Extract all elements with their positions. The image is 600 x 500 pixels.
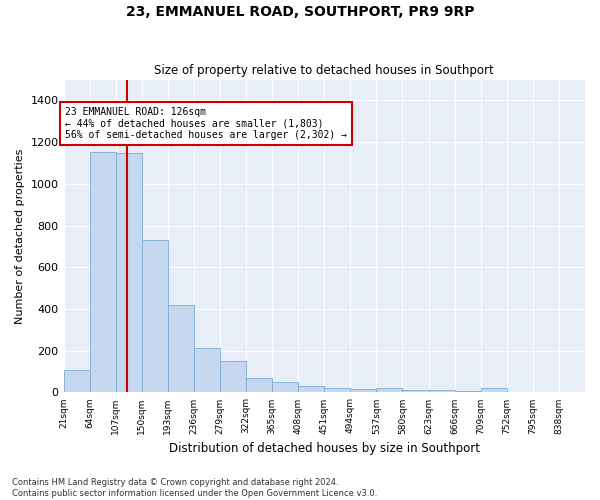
Text: 23 EMMANUEL ROAD: 126sqm
← 44% of detached houses are smaller (1,803)
56% of sem: 23 EMMANUEL ROAD: 126sqm ← 44% of detach… [65, 106, 347, 140]
Bar [89, 152, 116, 392]
Bar [220, 361, 246, 392]
Bar [246, 378, 272, 392]
Title: Size of property relative to detached houses in Southport: Size of property relative to detached ho… [154, 64, 494, 77]
Bar [376, 388, 403, 392]
Bar [428, 390, 455, 392]
Bar [194, 348, 220, 393]
Bar [324, 388, 350, 392]
Bar [298, 386, 324, 392]
Bar [272, 382, 298, 392]
Bar [142, 240, 168, 392]
Bar [116, 153, 142, 392]
Bar [481, 388, 507, 392]
Bar [350, 390, 376, 392]
Text: Contains HM Land Registry data © Crown copyright and database right 2024.
Contai: Contains HM Land Registry data © Crown c… [12, 478, 377, 498]
Bar [64, 370, 89, 392]
Text: 23, EMMANUEL ROAD, SOUTHPORT, PR9 9RP: 23, EMMANUEL ROAD, SOUTHPORT, PR9 9RP [126, 5, 474, 19]
X-axis label: Distribution of detached houses by size in Southport: Distribution of detached houses by size … [169, 442, 480, 455]
Bar [403, 390, 428, 392]
Y-axis label: Number of detached properties: Number of detached properties [15, 148, 25, 324]
Bar [168, 305, 194, 392]
